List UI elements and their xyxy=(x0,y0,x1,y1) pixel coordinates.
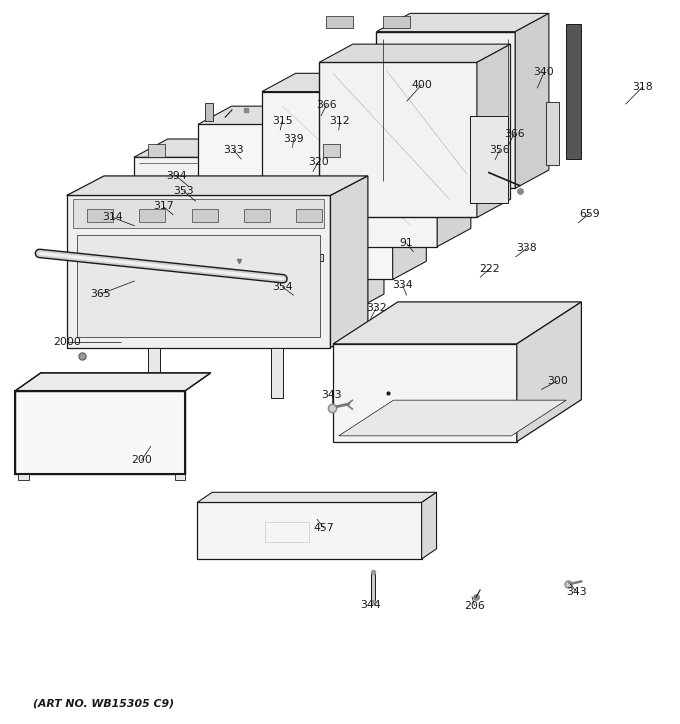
Text: 339: 339 xyxy=(284,134,304,144)
Polygon shape xyxy=(517,302,581,442)
Text: 300: 300 xyxy=(547,376,568,386)
Polygon shape xyxy=(326,16,353,28)
Polygon shape xyxy=(67,195,330,348)
Text: 91: 91 xyxy=(400,238,413,248)
Polygon shape xyxy=(197,492,437,502)
Text: 353: 353 xyxy=(173,186,194,196)
Polygon shape xyxy=(15,373,211,391)
Polygon shape xyxy=(422,492,437,559)
Polygon shape xyxy=(515,13,549,188)
Polygon shape xyxy=(67,176,368,195)
Polygon shape xyxy=(339,400,566,436)
Polygon shape xyxy=(198,106,426,125)
Polygon shape xyxy=(545,102,559,165)
Text: 314: 314 xyxy=(102,212,122,222)
Text: (ART NO. WB15305 C9): (ART NO. WB15305 C9) xyxy=(33,699,174,709)
Text: 394: 394 xyxy=(166,171,186,181)
Bar xyxy=(192,209,218,222)
Bar xyxy=(139,209,165,222)
Text: 366: 366 xyxy=(316,100,337,110)
Polygon shape xyxy=(73,199,324,228)
Bar xyxy=(244,209,270,222)
Polygon shape xyxy=(392,106,426,279)
Text: 320: 320 xyxy=(308,157,328,167)
Polygon shape xyxy=(205,103,213,121)
Polygon shape xyxy=(333,302,581,344)
Text: 317: 317 xyxy=(153,201,173,211)
Text: 332: 332 xyxy=(366,303,386,313)
Polygon shape xyxy=(134,139,384,157)
Polygon shape xyxy=(333,344,517,442)
Polygon shape xyxy=(330,176,368,348)
Polygon shape xyxy=(323,144,340,157)
Polygon shape xyxy=(175,474,185,480)
Polygon shape xyxy=(134,157,350,312)
Text: 365: 365 xyxy=(90,289,111,299)
Text: 356: 356 xyxy=(490,145,510,155)
Polygon shape xyxy=(18,474,29,480)
Text: 343: 343 xyxy=(322,390,342,400)
Polygon shape xyxy=(350,139,384,312)
Polygon shape xyxy=(15,391,185,474)
Text: 312: 312 xyxy=(330,116,350,126)
Polygon shape xyxy=(271,348,283,398)
Polygon shape xyxy=(197,502,422,559)
Polygon shape xyxy=(384,16,411,28)
Text: 457: 457 xyxy=(313,523,334,533)
Polygon shape xyxy=(437,73,471,247)
Text: 400: 400 xyxy=(411,80,432,90)
Polygon shape xyxy=(77,235,320,337)
Polygon shape xyxy=(198,125,392,279)
Polygon shape xyxy=(296,254,323,261)
Text: 318: 318 xyxy=(632,82,653,92)
Bar xyxy=(87,209,113,222)
Polygon shape xyxy=(319,62,477,217)
Polygon shape xyxy=(377,13,549,32)
Polygon shape xyxy=(262,73,471,91)
Polygon shape xyxy=(262,91,437,247)
Polygon shape xyxy=(470,116,507,203)
Text: 343: 343 xyxy=(566,586,587,597)
Text: 315: 315 xyxy=(272,116,292,126)
Polygon shape xyxy=(148,144,165,157)
Text: 206: 206 xyxy=(464,601,485,611)
Bar xyxy=(296,209,322,222)
Text: 222: 222 xyxy=(479,264,500,274)
Polygon shape xyxy=(148,348,160,398)
Polygon shape xyxy=(477,44,511,217)
Text: 2000: 2000 xyxy=(53,337,80,347)
Text: 354: 354 xyxy=(272,282,292,292)
Polygon shape xyxy=(371,572,375,602)
Text: 659: 659 xyxy=(579,209,600,219)
Text: 334: 334 xyxy=(392,280,413,290)
Polygon shape xyxy=(319,44,511,62)
Polygon shape xyxy=(566,25,581,159)
Text: 333: 333 xyxy=(223,145,243,155)
Polygon shape xyxy=(377,32,515,188)
Text: 366: 366 xyxy=(504,129,524,139)
Text: 200: 200 xyxy=(131,455,152,466)
Text: 344: 344 xyxy=(360,599,381,610)
Polygon shape xyxy=(225,283,293,290)
Text: 340: 340 xyxy=(534,67,554,77)
Text: 338: 338 xyxy=(517,243,537,253)
